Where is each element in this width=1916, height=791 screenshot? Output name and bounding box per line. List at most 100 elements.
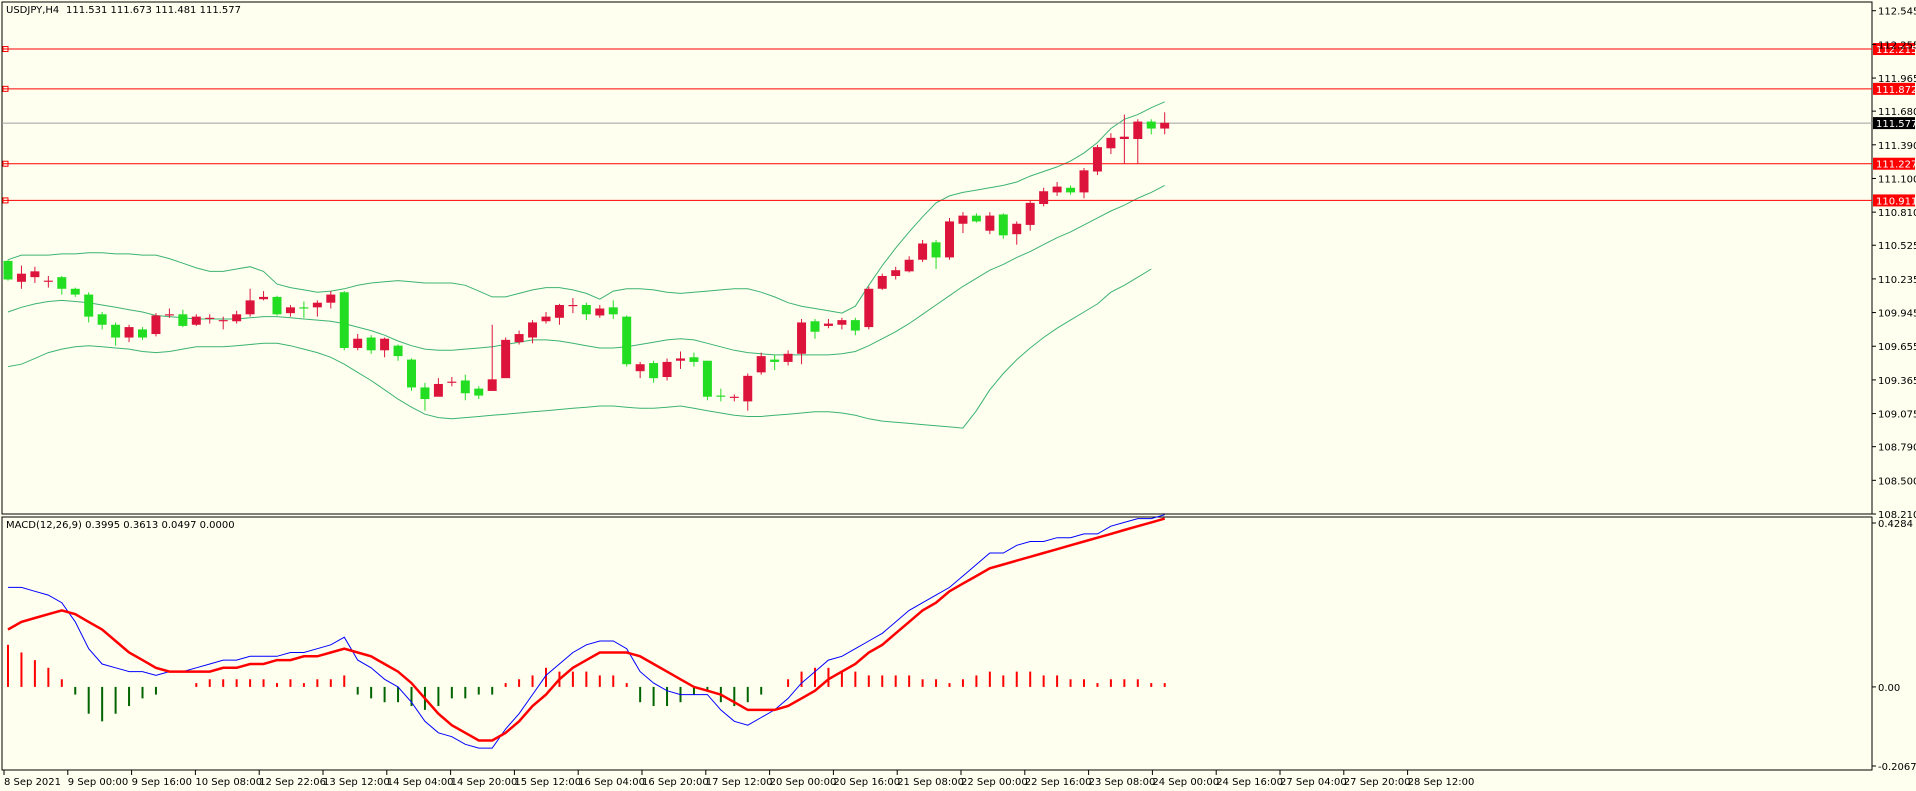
candle-body <box>676 358 685 361</box>
candle <box>70 287 80 297</box>
candle-body <box>689 357 699 362</box>
macd-lines <box>7 514 1166 749</box>
price-tick-label: 110.525 <box>1878 241 1916 252</box>
candle <box>111 322 121 346</box>
candle <box>3 259 13 281</box>
candle-body <box>407 359 416 388</box>
candle <box>837 317 847 330</box>
candle <box>326 291 336 309</box>
candle <box>1160 112 1170 135</box>
candle-body <box>124 327 134 338</box>
candle-body <box>326 294 336 303</box>
candle <box>958 212 968 234</box>
candle-body <box>1119 136 1129 139</box>
level-price-label-1: 111.872 <box>1876 85 1916 96</box>
candle-body <box>622 316 632 365</box>
candle <box>299 301 309 318</box>
time-axis: 8 Sep 2021 9 Sep 00:00 9 Sep 16:00 10 Sep 0… <box>3 770 1474 788</box>
ohlc-readout: 111.531 111.673 111.481 111.577 <box>66 5 241 16</box>
time-tick-label: 20 Sep 00:00 <box>770 777 837 788</box>
candle <box>716 388 726 402</box>
level-handle-1[interactable] <box>2 85 9 92</box>
candle <box>407 358 416 391</box>
macd-tick-label: -0.2067 <box>1878 762 1916 773</box>
candle-body <box>97 314 107 325</box>
candle <box>138 327 147 340</box>
time-tick-label: 15 Sep 12:00 <box>514 777 581 788</box>
candle-body <box>891 270 901 276</box>
macd-tick-label: 0.4284 <box>1878 519 1913 530</box>
upper-band-line <box>7 101 1165 314</box>
candle-body <box>205 317 215 319</box>
candle <box>380 337 390 358</box>
candle <box>864 286 874 330</box>
candle-body <box>393 345 403 357</box>
level-handle-0[interactable] <box>2 46 9 53</box>
candle <box>339 291 349 351</box>
lower-band-line <box>7 268 1152 429</box>
level-price-label-3: 110.911 <box>1876 196 1916 207</box>
candle <box>272 295 282 316</box>
candle <box>205 314 215 324</box>
candle <box>97 311 107 330</box>
candle <box>635 361 645 379</box>
candle <box>191 314 201 326</box>
time-tick-label: 17 Sep 12:00 <box>706 777 773 788</box>
candle <box>1133 119 1143 164</box>
candle-body <box>864 288 874 328</box>
time-tick-label: 9 Sep 00:00 <box>68 777 128 788</box>
candle <box>232 310 242 324</box>
candle-body <box>353 338 363 348</box>
candle-body <box>1025 202 1035 225</box>
level-price-tag-3 <box>1873 194 1915 207</box>
level-price-label-2: 111.227 <box>1876 160 1916 171</box>
candle-body <box>1133 121 1143 139</box>
price-tick-label: 112.545 <box>1878 7 1916 18</box>
time-tick-label: 10 Sep 08:00 <box>195 777 262 788</box>
candle <box>259 291 269 301</box>
candle <box>57 275 67 295</box>
candle-body <box>339 292 349 348</box>
candle-body <box>797 322 807 354</box>
candle <box>1039 187 1049 207</box>
candle-body <box>232 314 242 322</box>
price-tick-label: 111.965 <box>1878 74 1916 85</box>
candle <box>689 352 699 367</box>
candle-body <box>837 320 847 325</box>
macd-header: MACD(12,26,9) 0.3995 0.3613 0.0497 0.000… <box>6 520 235 531</box>
level-handle-3[interactable] <box>2 197 9 204</box>
candle <box>595 305 605 318</box>
price-tick-label: 108.210 <box>1878 510 1916 521</box>
candle-body <box>138 329 147 338</box>
candle-body <box>259 296 269 300</box>
time-tick-label: 21 Sep 08:00 <box>897 777 964 788</box>
level-price-tag-2 <box>1873 157 1915 170</box>
level-handle-2[interactable] <box>2 160 9 167</box>
candle-body <box>3 260 13 280</box>
candle-body <box>877 275 887 289</box>
candle <box>568 298 578 314</box>
candle-body <box>164 314 174 316</box>
candle <box>1146 119 1156 135</box>
price-tick-label: 109.655 <box>1878 342 1916 353</box>
candle-body <box>460 380 470 394</box>
candle-body <box>420 387 430 400</box>
candle-body <box>823 323 833 326</box>
candle <box>998 213 1008 239</box>
candle <box>1106 133 1116 155</box>
horizontal-levels[interactable]: 112.215 111.872 111.227 110.911 111.577 <box>2 43 1916 207</box>
candle <box>312 300 322 317</box>
candle-body <box>1146 121 1156 129</box>
candle <box>891 266 901 280</box>
candle-body <box>191 316 201 325</box>
candle-body <box>111 324 121 338</box>
candle-body <box>770 359 780 362</box>
candle <box>783 350 793 366</box>
candle <box>218 316 228 330</box>
time-tick-label: 22 Sep 16:00 <box>1025 777 1092 788</box>
price-tick-label: 110.810 <box>1878 208 1916 219</box>
candle <box>84 292 94 323</box>
price-tick-label: 111.390 <box>1878 141 1916 152</box>
